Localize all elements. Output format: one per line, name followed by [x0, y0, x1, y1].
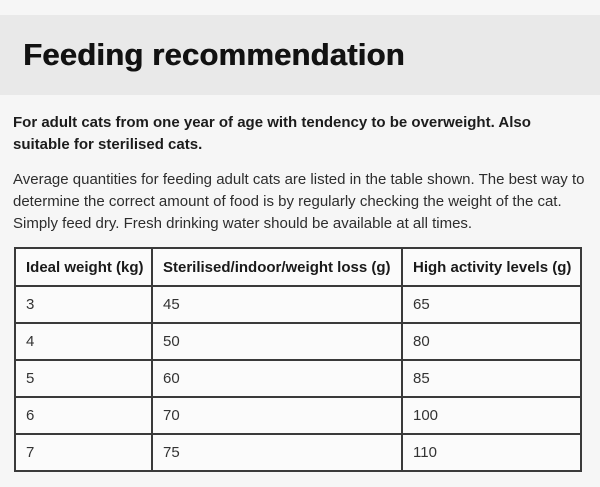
content-area: For adult cats from one year of age with…: [13, 95, 587, 472]
intro-body-text: Average quantities for feeding adult cat…: [13, 171, 585, 232]
table-cell: 85: [401, 359, 582, 398]
table-header-row: Ideal weight (kg) Sterilised/indoor/weigh…: [14, 247, 582, 287]
table-cell: 6: [14, 396, 153, 435]
table-cell: 80: [401, 322, 582, 361]
table-cell: 75: [151, 433, 403, 472]
table-cell: 5: [14, 359, 153, 398]
table-cell: 70: [151, 396, 403, 435]
table-cell: 3: [14, 285, 153, 324]
page-title: Feeding recommendation: [23, 37, 405, 72]
table-row: 4 50 80: [14, 322, 582, 361]
table-cell: 7: [14, 433, 153, 472]
table-row: 3 45 65: [14, 285, 582, 324]
table-cell: 65: [401, 285, 582, 324]
table-cell: 50: [151, 322, 403, 361]
table-header-cell: High activity levels (g): [401, 247, 582, 287]
table-cell: 4: [14, 322, 153, 361]
table-cell: 45: [151, 285, 403, 324]
table-header-cell: Ideal weight (kg): [14, 247, 153, 287]
table-cell: 100: [401, 396, 582, 435]
section-header-band: Feeding recommendation: [0, 15, 600, 95]
feeding-table-body: 3 45 65 4 50 80 5 60 85 6 70 100 7 75 110: [14, 285, 582, 472]
table-cell: 60: [151, 359, 403, 398]
table-cell: 110: [401, 433, 582, 472]
table-row: 6 70 100: [14, 396, 582, 435]
table-header-cell: Sterilised/indoor/weight loss (g): [151, 247, 403, 287]
intro-bold-text: For adult cats from one year of age with…: [13, 114, 531, 153]
feeding-table: Ideal weight (kg) Sterilised/indoor/weigh…: [14, 247, 582, 472]
feeding-table-head: Ideal weight (kg) Sterilised/indoor/weigh…: [14, 247, 582, 287]
table-row: 7 75 110: [14, 433, 582, 472]
table-row: 5 60 85: [14, 359, 582, 398]
